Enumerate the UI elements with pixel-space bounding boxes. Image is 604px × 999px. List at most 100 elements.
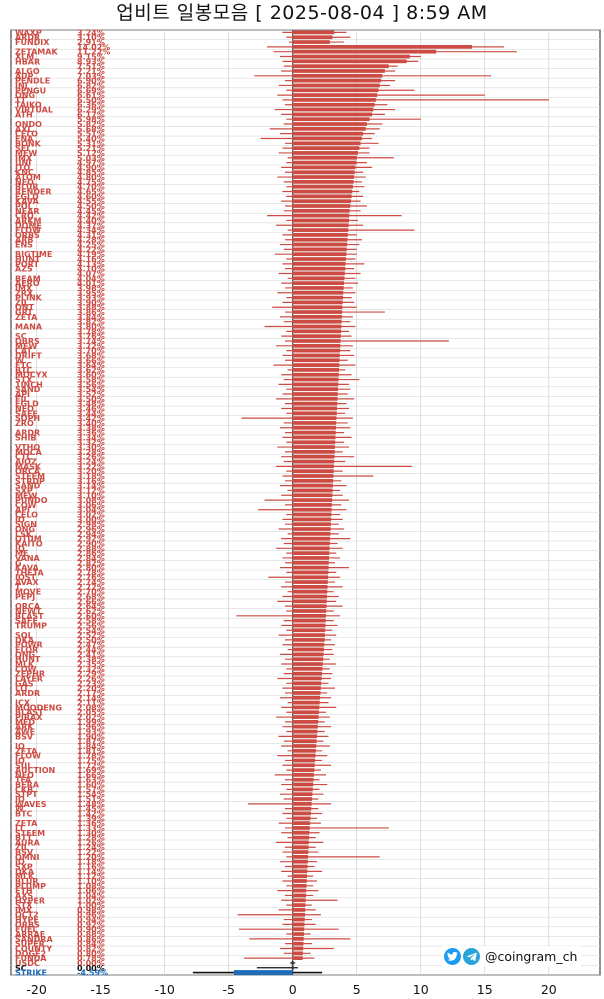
- pct-label: 4.80%: [77, 173, 105, 182]
- bar: [292, 830, 310, 835]
- coin-label: ZETA: [15, 747, 38, 756]
- coin-label: MEW: [15, 149, 37, 158]
- bar: [292, 623, 326, 628]
- coin-label: API: [15, 390, 30, 399]
- coin-label: TFA: [15, 776, 32, 785]
- coin-label: PIRAX: [15, 713, 43, 722]
- pct-label: 1.18%: [77, 858, 105, 867]
- pct-label: 2.66%: [77, 597, 105, 606]
- bar: [291, 965, 294, 970]
- bar: [292, 642, 325, 647]
- coin-label: KAITO: [15, 539, 43, 548]
- pct-label: 2.11%: [77, 699, 105, 708]
- bar: [292, 782, 314, 787]
- pct-label: 2.94%: [77, 530, 105, 539]
- pct-label: 4.65%: [77, 188, 105, 197]
- pct-label: 2.62%: [77, 607, 105, 616]
- pct-label: 0.86%: [77, 935, 105, 944]
- pct-label: 1.08%: [77, 882, 105, 891]
- bar: [292, 40, 330, 44]
- coin-label: ZETA: [15, 819, 38, 828]
- bar: [292, 652, 324, 657]
- coin-label: MASK: [15, 462, 42, 471]
- coin-label: EGLD: [15, 400, 39, 409]
- bar: [292, 30, 335, 35]
- bar: [292, 440, 336, 445]
- bar: [292, 175, 355, 179]
- coin-label: AURA: [15, 838, 41, 847]
- pct-label: 4.60%: [77, 192, 105, 201]
- coin-label: IQ: [15, 742, 25, 751]
- bar: [292, 628, 326, 633]
- coin-label: DOME: [15, 221, 42, 230]
- bar: [292, 874, 308, 879]
- coin-label: MOCA: [15, 448, 43, 457]
- pct-label: 3.98%: [77, 284, 105, 293]
- bar: [292, 599, 327, 604]
- coin-label: NEAR: [15, 207, 40, 216]
- coin-label: UNI: [15, 159, 31, 168]
- pct-label: 4.40%: [77, 216, 105, 225]
- coin-label: NEO: [15, 404, 34, 413]
- pct-label: 1.51%: [77, 795, 105, 804]
- pct-label: 4.90%: [77, 163, 105, 172]
- pct-label: 2.41%: [77, 650, 105, 659]
- coin-label: COW: [15, 501, 37, 510]
- bar: [292, 73, 383, 78]
- bar: [292, 951, 303, 956]
- pct-label: 3.14%: [77, 482, 105, 491]
- bar: [292, 184, 353, 189]
- coin-label: ME: [15, 549, 28, 558]
- coin-label: W: [15, 356, 24, 365]
- pct-label: 3.68%: [77, 351, 105, 360]
- pct-label: 3.12%: [77, 486, 105, 495]
- pct-label: 3.36%: [77, 429, 105, 438]
- pct-label: 1.66%: [77, 771, 105, 780]
- pct-label: 3.64%: [77, 361, 105, 370]
- coin-label: BONK: [15, 139, 42, 148]
- coin-label: ONG: [15, 525, 35, 534]
- pct-label: 4.28%: [77, 236, 105, 245]
- pct-label: 2.78%: [77, 568, 105, 577]
- pct-label: 1.33%: [77, 824, 105, 833]
- coin-label: BEAM: [15, 274, 41, 283]
- bar: [292, 806, 312, 811]
- bar: [292, 681, 322, 686]
- pct-label: 1.81%: [77, 747, 105, 756]
- bar: [292, 647, 324, 652]
- bar: [292, 242, 348, 247]
- coin-label: OCT2: [15, 911, 39, 920]
- bar: [292, 575, 329, 580]
- coin-label: LSK: [15, 530, 33, 539]
- bar: [292, 792, 313, 797]
- pct-label: 1.60%: [77, 781, 105, 790]
- bar: [291, 961, 294, 965]
- bar: [292, 281, 345, 286]
- pct-label: 3.72%: [77, 342, 105, 351]
- pct-label: 3.32%: [77, 438, 105, 447]
- coin-label: PENGU: [15, 86, 46, 95]
- bar: [292, 811, 311, 816]
- pct-label: 3.44%: [77, 409, 105, 418]
- pct-label: 1.63%: [77, 776, 105, 785]
- bar: [292, 888, 307, 893]
- pct-label: 0.84%: [77, 940, 105, 949]
- bar: [292, 435, 336, 440]
- coin-label: ARKM: [15, 216, 42, 225]
- coin-label: BTC: [15, 809, 33, 818]
- bar: [292, 739, 317, 744]
- coin-label: DOGE2: [15, 949, 46, 958]
- bar: [292, 257, 346, 261]
- bar: [292, 912, 305, 917]
- bar: [292, 160, 357, 165]
- pct-label: 1.02%: [77, 896, 105, 905]
- bar: [292, 753, 316, 758]
- pct-label: 3.82%: [77, 318, 105, 327]
- coin-label: SAFE: [15, 409, 38, 418]
- coin-label: ZIL: [15, 298, 29, 307]
- pct-label: 3.02%: [77, 511, 105, 520]
- coin-label: ENS: [15, 241, 33, 250]
- bar: [292, 392, 338, 396]
- bar: [292, 609, 327, 613]
- bar: [292, 700, 320, 705]
